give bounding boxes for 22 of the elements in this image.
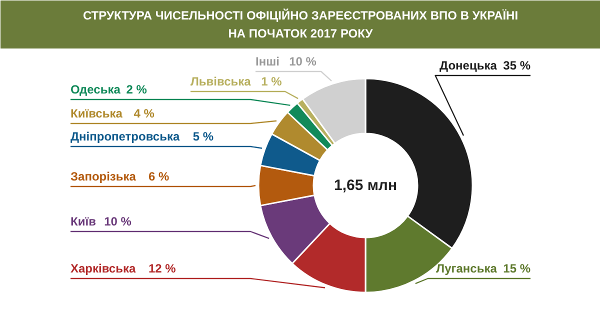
slice-label: Донецька [440,58,498,72]
data-label: 1 % [261,74,282,88]
slice-label: Одеська [70,82,121,96]
data-label: 6 % [148,170,170,184]
slice-label: Інші [256,54,280,68]
slice-label: Київ [70,214,96,228]
data-label: 2 % [126,82,148,96]
data-label: 4 % [134,106,155,120]
slice-label: Київська [70,106,123,120]
slice-label: Львівська [190,74,252,88]
data-label: 35 % [503,58,531,72]
slice-label: Луганська [436,262,498,276]
data-label: 12 % [148,262,176,276]
data-label: 15 % [503,262,531,276]
slice-label: Харківська [70,262,136,276]
chart-title: СТРУКТУРА ЧИСЕЛЬНОСТІ ОФІЦІЙНО ЗАРЕЄСТРОВАНИХ ВПО В УКРАЇНІ НА ПОЧАТОК 2017 РОКУ [82,8,518,41]
slice-label: Дніпропетровська [70,130,180,144]
data-label: 10 % [104,214,132,228]
slice-label: Запорізька [70,170,136,184]
data-label: 5 % [192,130,214,144]
text: 1,65 млн [334,177,398,194]
data-label: 10 % [289,54,317,68]
